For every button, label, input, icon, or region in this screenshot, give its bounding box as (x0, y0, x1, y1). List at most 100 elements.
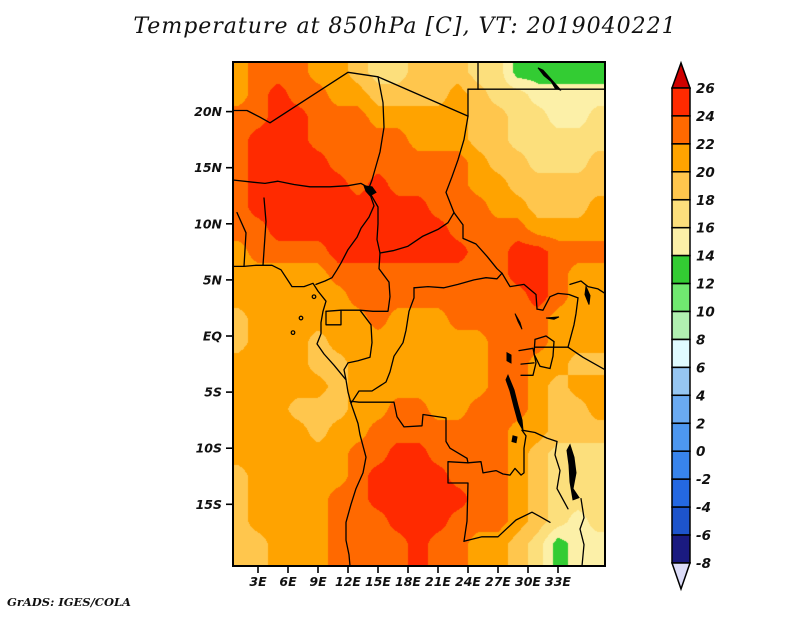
lon-tick-label: 18E (395, 574, 421, 589)
border-line (325, 252, 391, 312)
lake-shape (511, 435, 518, 444)
lat-tick-label: 20N (194, 104, 222, 119)
border-line (567, 346, 605, 371)
colorbar-segment (671, 199, 691, 229)
colorbar-tick-label: 6 (696, 360, 705, 376)
colorbar-tick-label: 12 (696, 277, 715, 293)
colorbar-segment (671, 394, 691, 424)
colorbar-tick-label: -6 (696, 528, 711, 544)
colorbar-tick-label: -2 (696, 472, 711, 488)
island-dot (298, 315, 304, 321)
colorbar-arrow-bottom (670, 562, 692, 592)
colorbar-segment (671, 226, 691, 257)
lon-tick-label: 30E (515, 574, 541, 589)
colorbar-segment (671, 115, 691, 145)
border-line (325, 309, 342, 326)
border-line (445, 115, 469, 214)
colorbar-segment (671, 171, 691, 201)
lake-shape (537, 67, 562, 91)
colorbar-segment (671, 366, 691, 397)
lon-tick-label: 12E (335, 574, 361, 589)
border-line (350, 287, 415, 404)
colorbar-arrow-top (670, 60, 692, 89)
grads-credit: GrADS: IGES/COLA (7, 595, 131, 609)
border-line (521, 429, 558, 443)
border-line (447, 461, 469, 542)
colorbar-tick-label: 24 (696, 109, 715, 125)
border-line (520, 362, 535, 365)
colorbar-tick-label: 22 (696, 137, 715, 153)
border-line (453, 211, 503, 274)
colorbar-tick-label: 2 (696, 416, 705, 432)
lat-tick-label: 15S (196, 497, 222, 512)
lon-tick-label: 15E (365, 574, 391, 589)
colorbar-segment (671, 143, 691, 173)
lat-tick-label: 5S (204, 385, 222, 400)
border-line (349, 400, 468, 459)
plot-title: Temperature at 850hPa [C], VT: 201904022… (133, 14, 677, 39)
colorbar-tick-label: 16 (696, 221, 715, 237)
colorbar-segment (671, 254, 691, 285)
lake-victoria-outline (533, 335, 555, 370)
border-line (579, 498, 585, 566)
colorbar-segment (671, 450, 691, 480)
axes: 20N 15N 10N 5N EQ 5S 10S 15S 3E 6E 9E 12E 15E 18E 21E 2… (194, 104, 571, 589)
country-borders (233, 62, 605, 566)
border-line (413, 272, 503, 289)
border-line (236, 211, 247, 268)
colorbar-segment (671, 422, 691, 452)
border-line (233, 264, 367, 566)
colorbar-segment (671, 338, 691, 369)
colorbar-tick-label: 4 (695, 388, 705, 404)
lon-tick-label: 6E (279, 574, 297, 589)
lake-shape (566, 443, 580, 501)
colorbar-tick-label: -8 (696, 556, 711, 572)
colorbar-tick-label: 10 (696, 305, 715, 321)
colorbar-tick-label: 20 (696, 165, 715, 181)
lakes (290, 67, 591, 501)
lake-shape (514, 313, 523, 330)
lake-shape (584, 284, 591, 305)
colorbar-segment (671, 310, 691, 341)
border-line (368, 190, 381, 254)
border-line (518, 347, 537, 376)
border-line (463, 511, 551, 542)
colorbar-tick-label: 18 (696, 193, 715, 209)
lat-tick-label: 10S (196, 441, 222, 456)
lon-tick-label: 3E (249, 574, 267, 589)
colorbar-tick-label: 14 (696, 249, 715, 265)
colorbar-segment (671, 87, 691, 117)
lon-tick-label: 33E (545, 574, 571, 589)
colorbar-segment (671, 478, 691, 508)
colorbar-segment (671, 506, 691, 536)
border-line (343, 309, 373, 381)
lon-tick-label: 9E (309, 574, 327, 589)
lat-tick-label: 5N (203, 272, 223, 287)
colorbar-tick-label: 0 (696, 444, 705, 460)
border-line (466, 429, 527, 476)
lake-shape (506, 351, 512, 364)
lon-tick-label: 24E (455, 574, 481, 589)
border-line (315, 190, 375, 286)
colorbar-tick-label: 8 (696, 333, 705, 349)
border-line (368, 76, 385, 189)
border-line (233, 71, 469, 124)
island-dot (311, 294, 317, 300)
colorbar-segment (671, 282, 691, 313)
island-dot (290, 330, 296, 336)
lat-tick-label: 10N (194, 216, 222, 231)
lon-tick-label: 21E (425, 574, 451, 589)
colorbar-segment (671, 534, 691, 564)
border-line (262, 197, 267, 266)
lon-tick-label: 27E (485, 574, 511, 589)
border-line (554, 440, 569, 510)
border-line (569, 280, 605, 295)
border-line (567, 297, 579, 348)
temperature-shading-canvas (233, 62, 605, 566)
border-line (379, 211, 455, 254)
border-line (536, 292, 579, 311)
colorbar-tick-label: -4 (696, 500, 711, 516)
lake-shape (545, 316, 560, 320)
